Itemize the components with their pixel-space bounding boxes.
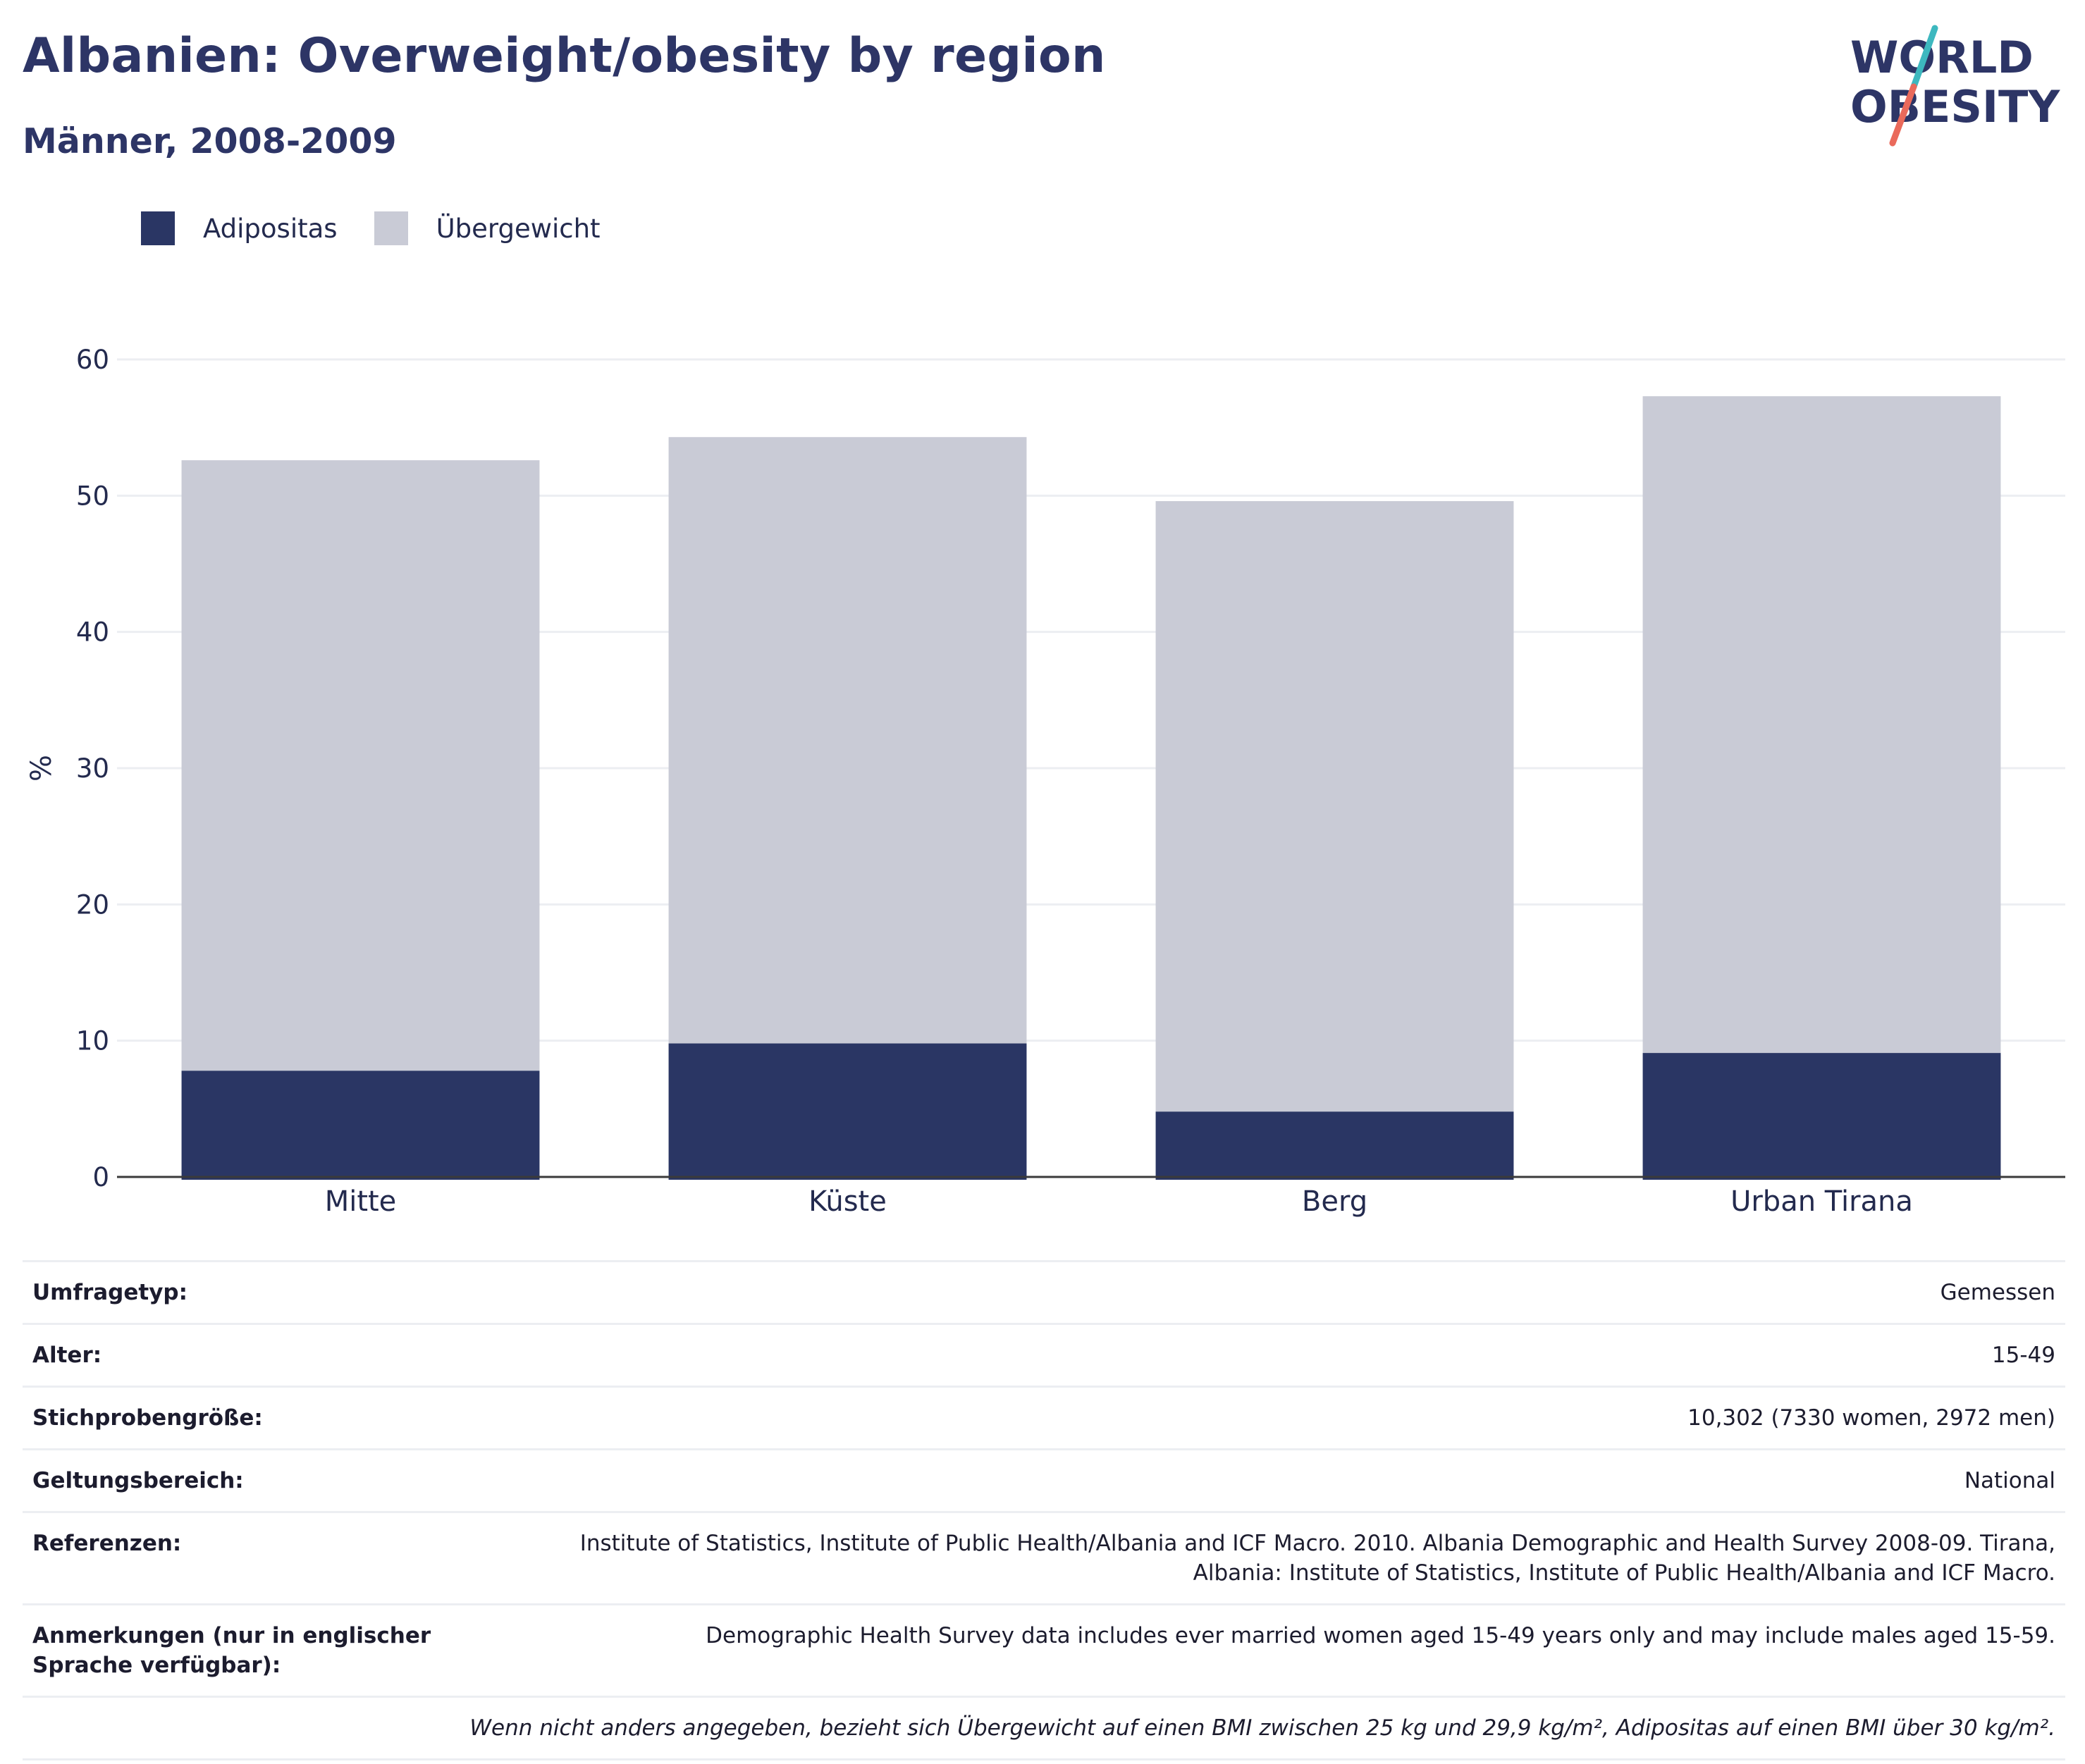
y-tick-label-50: 50 (76, 481, 109, 511)
legend-swatch-obesity (141, 211, 175, 245)
logo-slash-coral (1889, 83, 1917, 147)
logo-word-world: WORLD (1850, 32, 2034, 83)
info-row-label: Stichprobengröße: (23, 1386, 536, 1450)
chart-subtitle: Männer, 2008-2009 (23, 121, 397, 161)
y-tick-label-20: 20 (76, 889, 109, 920)
x-tick-label-mitte: Mitte (325, 1185, 397, 1218)
info-row-label: Referenzen: (23, 1511, 536, 1605)
bmi-footnote: Wenn nicht anders angegeben, bezieht sic… (23, 1696, 2065, 1760)
world-obesity-logo: WORLD OBESITY (1850, 25, 2060, 147)
logo-word-obesity: OBESITY (1850, 81, 2060, 132)
info-row: Alter: 15-49 (23, 1323, 2065, 1388)
stacked-bar-chart: 0 10 20 30 40 50 60% Mitte Küste Berg Urban Tirana (25, 345, 2065, 1218)
info-row-label: Anmerkungen (nur in englischer Sprache v… (23, 1603, 536, 1698)
info-row-value: Demographic Health Survey data includes … (536, 1603, 2065, 1698)
x-tick-label-urban-tirana: Urban Tirana (1730, 1185, 1913, 1218)
legend: Adipositas Übergewicht (141, 209, 637, 248)
info-footnote-row: Wenn nicht anders angegeben, bezieht sic… (23, 1696, 2065, 1760)
info-row: Stichprobengröße: 10,302 (7330 women, 297… (23, 1386, 2065, 1450)
info-row-value: Gemessen (536, 1260, 2065, 1325)
bar-obesity-küste (668, 1043, 1027, 1180)
x-tick-label-küste: Küste (808, 1185, 887, 1218)
x-tick-label-berg: Berg (1302, 1185, 1367, 1218)
info-row-label: Alter: (23, 1323, 536, 1388)
y-axis-label: % (25, 755, 58, 782)
bar-obesity-urban-tirana (1642, 1053, 2001, 1180)
info-row-value: 15-49 (536, 1323, 2065, 1388)
y-tick-label-30: 30 (76, 753, 109, 784)
logo-slash-teal (1910, 25, 1938, 90)
bar-overweight-mitte (181, 460, 540, 1071)
info-row: Referenzen: Institute of Statistics, Inst… (23, 1511, 2065, 1605)
info-row-label: Geltungsbereich: (23, 1448, 536, 1513)
info-row-label: Umfragetyp: (23, 1260, 536, 1325)
bar-overweight-urban-tirana (1642, 396, 2001, 1054)
bar-overweight-berg (1155, 501, 1514, 1112)
legend-label-obesity: Adipositas (203, 213, 338, 244)
y-tick-label-40: 40 (76, 617, 109, 648)
bar-obesity-berg (1155, 1111, 1514, 1180)
info-row-value: 10,302 (7330 women, 2972 men) (536, 1386, 2065, 1450)
survey-info-table: Umfragetyp: Gemessen Alter: 15-49 Stichprobe… (23, 1260, 2065, 1760)
legend-item-obesity[interactable]: Adipositas (141, 211, 338, 245)
y-tick-label-0: 0 (92, 1162, 109, 1192)
bar-overweight-küste (668, 437, 1027, 1044)
info-row: Umfragetyp: Gemessen (23, 1260, 2065, 1325)
bar-obesity-mitte (181, 1071, 540, 1180)
info-row: Anmerkungen (nur in englischer Sprache v… (23, 1603, 2065, 1698)
legend-label-overweight: Übergewicht (436, 213, 601, 244)
info-row-value: National (536, 1448, 2065, 1513)
y-tick-label-60: 60 (76, 345, 109, 375)
chart-title: Albanien: Overweight/obesity by region (23, 28, 1106, 84)
info-row: Geltungsbereich: National (23, 1448, 2065, 1513)
legend-swatch-overweight (374, 211, 408, 245)
y-tick-label-10: 10 (76, 1026, 109, 1056)
info-row-value: Institute of Statistics, Institute of Pu… (536, 1511, 2065, 1605)
legend-item-overweight[interactable]: Übergewicht (374, 211, 601, 245)
